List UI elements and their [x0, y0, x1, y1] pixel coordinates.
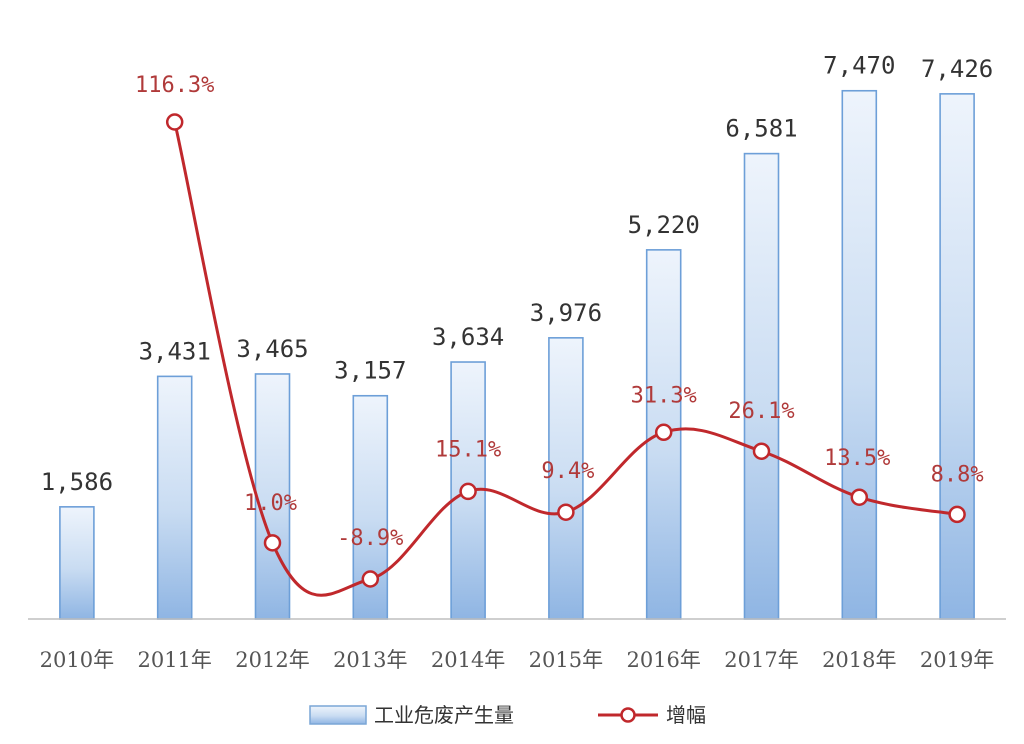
- bar-value-label: 7,426: [921, 55, 993, 83]
- bar-value-label: 3,976: [530, 299, 602, 327]
- x-tick-label: 2013年: [333, 648, 407, 672]
- growth-value-label: 15.1%: [435, 437, 501, 462]
- bar-value-label: 3,634: [432, 323, 504, 351]
- growth-value-label: 116.3%: [135, 73, 214, 98]
- growth-value-label: 26.1%: [728, 399, 794, 424]
- growth-point-2018年: [850, 488, 869, 506]
- growth-value-label: 1.0%: [244, 491, 297, 516]
- x-tick-label: 2018年: [822, 648, 896, 672]
- growth-value-label: 31.3%: [631, 383, 697, 408]
- growth-value-label: -8.9%: [337, 526, 403, 551]
- bar-labels-layer: 1,586 3,431 3,465 3,157 3,634 3,976 5,220 6,581…: [41, 52, 993, 496]
- growth-point-2012年: [263, 534, 282, 552]
- growth-point-2013年: [361, 570, 380, 588]
- growth-point-2016年: [654, 423, 673, 442]
- bar-2015年: [548, 337, 584, 620]
- x-tick-label: 2015年: [529, 648, 603, 672]
- growth-point-2014年: [459, 482, 477, 501]
- legend-bar-swatch: [309, 705, 367, 725]
- growth-point-2019年: [948, 505, 966, 524]
- bar-value-label: 3,465: [236, 335, 308, 363]
- legend-line-label: 增幅: [666, 703, 706, 727]
- bar-2017年: [743, 152, 780, 620]
- x-tick-label: 2011年: [137, 648, 211, 672]
- bar-value-label: 3,157: [334, 357, 406, 385]
- legend: 工业危废产生量 增幅: [309, 703, 706, 727]
- bar-value-label: 3,431: [139, 337, 211, 365]
- growth-point-2017年: [752, 442, 771, 460]
- legend-line-marker: [620, 707, 636, 723]
- x-tick-label: 2016年: [626, 648, 700, 672]
- growth-value-label: 8.8%: [931, 462, 984, 487]
- legend-bar-label: 工业危废产生量: [374, 703, 514, 727]
- growth-value-label: 13.5%: [824, 446, 890, 471]
- growth-line: [173, 121, 958, 597]
- growth-point-2015年: [557, 503, 575, 521]
- x-tick-label: 2017年: [724, 648, 798, 672]
- percent-labels-layer: 116.3% 1.0% -8.9% 15.1% 9.4% 31.3% 26.1% 13.5% 8…: [135, 73, 984, 551]
- x-tick-label: 2010年: [40, 648, 114, 672]
- x-ticks-layer: 2010年 2011年 2012年 2013年 2014年 2015年 2016年 2017年…: [40, 648, 995, 672]
- bar-value-label: 1,586: [41, 468, 113, 496]
- x-tick-label: 2019年: [920, 648, 994, 672]
- line-layer: [165, 113, 966, 597]
- x-tick-label: 2012年: [235, 648, 309, 672]
- growth-value-label: 9.4%: [541, 459, 594, 484]
- bar-2019年: [939, 93, 975, 620]
- bar-value-label: 6,581: [725, 115, 797, 143]
- growth-point-2011年: [165, 113, 184, 131]
- bar-value-label: 7,470: [823, 52, 895, 80]
- x-tick-label: 2014年: [431, 648, 505, 672]
- bar-2010年: [59, 506, 95, 620]
- bar-2011年: [156, 375, 193, 620]
- bar-value-label: 5,220: [628, 211, 700, 239]
- bar-2018年: [841, 89, 878, 620]
